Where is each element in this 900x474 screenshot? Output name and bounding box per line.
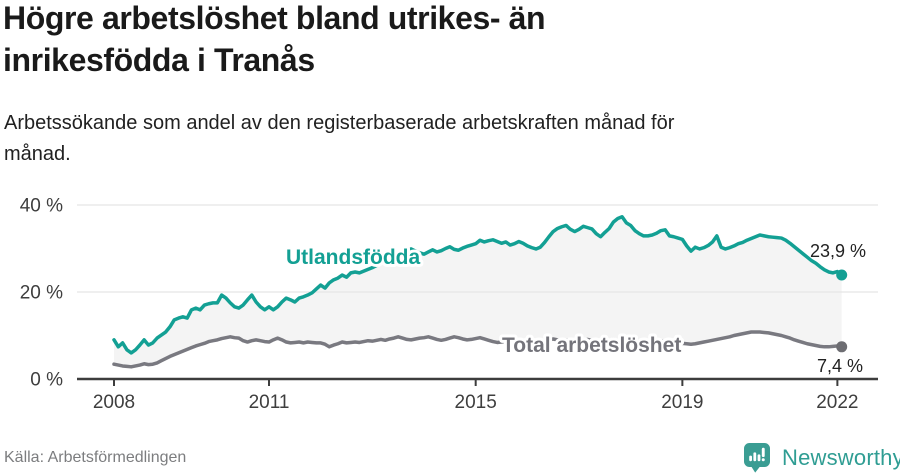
- source-credit: Källa: Arbetsförmedlingen: [4, 449, 187, 466]
- series-line-total: [112, 330, 844, 369]
- series-label-utlandsfodda: Utlandsfödda: [286, 246, 420, 269]
- x-tick-label: 2015: [455, 392, 497, 413]
- y-tick-label: 20 %: [20, 283, 63, 304]
- x-tick-label: 2008: [93, 392, 135, 413]
- newsworthy-logo: Newsworthy: [744, 443, 900, 473]
- x-axis: [77, 377, 878, 386]
- x-tick-label: 2019: [661, 392, 703, 413]
- x-tick-label: 2022: [816, 392, 858, 413]
- x-tick-label: 2011: [249, 392, 290, 413]
- gridlines: [77, 204, 878, 293]
- chart-subtitle-line2: månad.: [4, 143, 71, 165]
- series-label-total: Total arbetslöshet: [502, 334, 681, 357]
- chart-subtitle-line1: Arbetssökande som andel av den registerb…: [4, 112, 675, 134]
- end-value-total: 7,4 %: [817, 356, 863, 376]
- end-dot-total: [836, 341, 848, 353]
- end-dot-utlandsfodda: [836, 269, 848, 281]
- y-axis-labels: 0 % 20 % 40 %: [20, 196, 63, 391]
- newsworthy-wordmark: Newsworthy: [782, 445, 900, 470]
- x-axis-labels: 2008 2011 2015 2019 2022: [93, 392, 859, 413]
- series-line-utlandsfodda: [112, 215, 844, 355]
- chart-title-line1: Högre arbetslöshet bland utrikes- än: [3, 0, 546, 36]
- newsworthy-icon: [744, 443, 770, 473]
- chart-subtitle: Arbetssökande som andel av den registerb…: [4, 108, 864, 170]
- end-value-utlandsfodda: 23,9 %: [810, 241, 866, 261]
- chart-title-line2: inrikesfödda i Tranås: [3, 42, 315, 78]
- chart-title: Högre arbetslöshet bland utrikes- än inr…: [3, 0, 863, 81]
- y-tick-label: 0 %: [30, 370, 63, 391]
- y-tick-label: 40 %: [20, 196, 63, 217]
